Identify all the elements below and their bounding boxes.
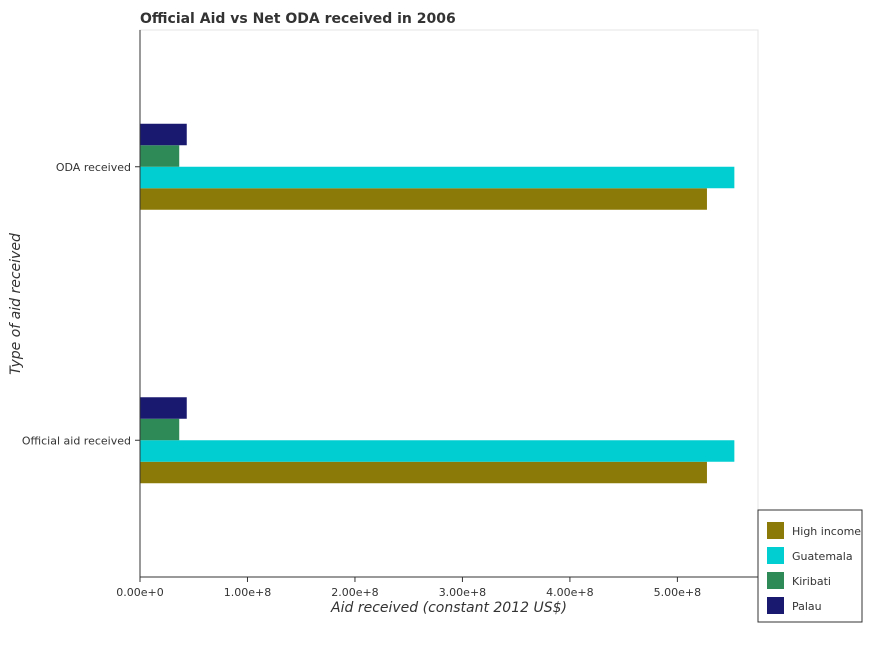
legend-swatch — [767, 597, 784, 614]
legend-label: High income — [792, 525, 861, 538]
y-axis-label: Type of aid received — [8, 233, 24, 375]
legend-label: Kiribati — [792, 575, 831, 588]
legend-label: Guatemala — [792, 550, 853, 563]
y-ticks-group: Official aid received ODA received — [22, 161, 140, 447]
bar-guatemala — [140, 166, 735, 189]
bars-group — [140, 123, 735, 484]
x-tick-label: 4.00e+8 — [546, 586, 593, 599]
legend: High income Guatemala Kiribati Palau — [757, 509, 863, 623]
bar-guatemala — [140, 440, 735, 462]
y-tick-label: ODA received — [56, 161, 131, 174]
x-tick-label: 2.00e+8 — [331, 586, 378, 599]
legend-swatch — [767, 572, 784, 589]
bar-high-income — [140, 188, 707, 210]
chart-title: Official Aid vs Net ODA received in 2006 — [140, 11, 456, 27]
bar-high-income — [140, 461, 707, 484]
legend-label: Palau — [792, 600, 822, 613]
bar-palau — [140, 123, 187, 146]
x-tick-label: 0.00e+0 — [116, 586, 163, 599]
legend-swatch — [767, 522, 784, 539]
y-tick-label: Official aid received — [22, 434, 131, 447]
bar-kiribati — [140, 418, 180, 441]
x-ticks-group: 0.00e+0 1.00e+8 2.00e+8 3.00e+8 4.00e+8 5.00e… — [116, 577, 701, 599]
legend-swatch — [767, 547, 784, 564]
bar-kiribati — [140, 145, 180, 167]
x-axis-label: Aid received (constant 2012 US$) — [330, 600, 567, 616]
x-tick-label: 1.00e+8 — [224, 586, 271, 599]
x-tick-label: 3.00e+8 — [439, 586, 486, 599]
x-tick-label: 5.00e+8 — [654, 586, 701, 599]
bar-palau — [140, 397, 187, 419]
plot-area — [139, 29, 759, 578]
